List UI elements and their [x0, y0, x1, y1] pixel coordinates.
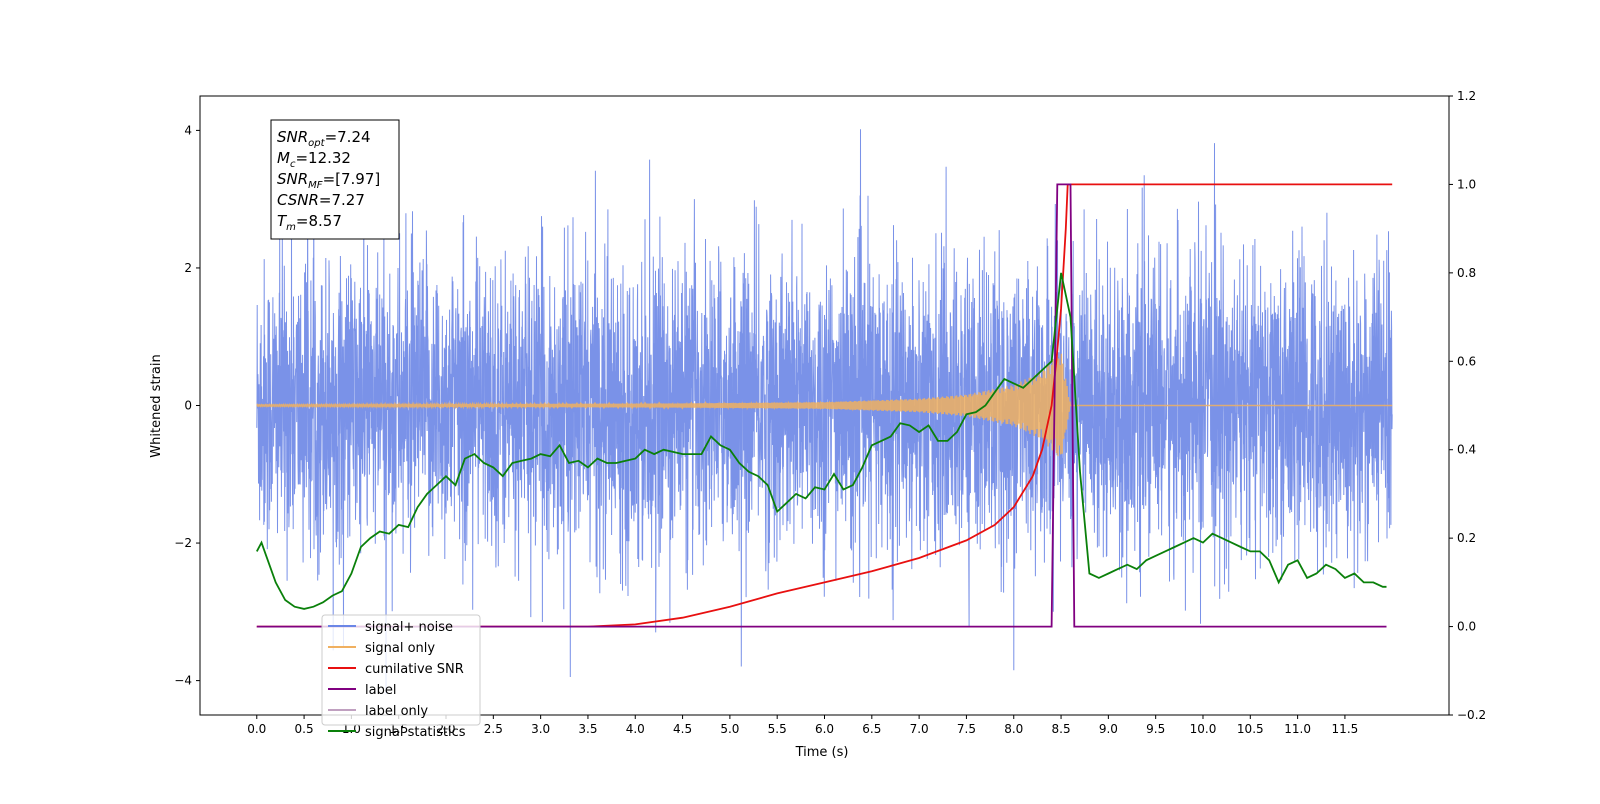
y-tick-label: 0: [184, 399, 192, 413]
y2-tick-label: 0.6: [1457, 354, 1476, 368]
y2-tick-label: 0.2: [1457, 531, 1476, 545]
x-tick-label: 10.5: [1237, 722, 1264, 736]
x-tick-label: 9.0: [1099, 722, 1118, 736]
y2-tick-label: 0.8: [1457, 266, 1476, 280]
y2-tick-label: 1.2: [1457, 89, 1476, 103]
y-tick-label: −4: [174, 674, 192, 688]
series-cumulative-snr-line: [256, 183, 1393, 628]
legend-entry: label: [365, 683, 396, 698]
x-tick-label: 11.5: [1332, 722, 1359, 736]
series-signal-only-line: [256, 353, 1393, 457]
x-tick-label: 4.0: [626, 722, 645, 736]
x-tick-label: 6.0: [815, 722, 834, 736]
y-axis-label: Whitened strain: [149, 354, 164, 457]
x-tick-label: 2.5: [484, 722, 503, 736]
x-tick-label: 0.5: [295, 722, 314, 736]
series-lines: [256, 183, 1393, 628]
stats-line: SNRMF=[7.97]: [277, 170, 380, 191]
y2-tick-label: 1.0: [1457, 177, 1476, 191]
y-tick-label: 4: [184, 123, 192, 137]
x-tick-label: 6.5: [862, 722, 881, 736]
y-tick-label: −2: [174, 536, 192, 550]
x-tick-label: 8.0: [1004, 722, 1023, 736]
legend-entry: cumilative SNR: [365, 662, 464, 677]
x-axis-label: Time (s): [795, 745, 849, 760]
series-label-line: [256, 183, 1387, 628]
stats-line: Tm=8.57: [277, 212, 342, 233]
stats-line: CSNR=7.27: [277, 191, 365, 209]
y2-tick-label: 0.4: [1457, 443, 1476, 457]
x-tick-label: 0.0: [247, 722, 266, 736]
x-axis-ticks: 0.0 0.5 1.0 1.5 2.0 2.5 3.0 3.5 4.0 4.5 5.0 5.5 6.0 6…: [247, 715, 1358, 736]
series-signal-statistics-line: [256, 272, 1387, 610]
stats-line: SNRopt=7.24: [277, 128, 371, 149]
x-tick-label: 8.5: [1052, 722, 1071, 736]
x-tick-label: 3.5: [578, 722, 597, 736]
stats-line: Mc=12.32: [277, 149, 351, 170]
series-signal-only: [256, 353, 1393, 457]
legend-entry: signal+ noise: [365, 620, 453, 635]
x-tick-label: 3.0: [531, 722, 550, 736]
y2-tick-label: −0.2: [1457, 708, 1486, 722]
x-tick-label: 10.0: [1190, 722, 1217, 736]
y2-axis-ticks: 1.2 1.0 0.8 0.6 0.4 0.2 0.0 −0.2: [1449, 89, 1486, 722]
y-axis-ticks: 4 2 0 −2 −4: [174, 123, 200, 688]
x-tick-label: 4.5: [673, 722, 692, 736]
x-tick-label: 7.5: [957, 722, 976, 736]
x-tick-label: 5.0: [720, 722, 739, 736]
legend-entry: signal statistics: [365, 725, 466, 740]
series-signal-noise-line: [256, 129, 1393, 695]
y2-tick-label: 0.0: [1457, 620, 1476, 634]
legend-entry: label only: [365, 704, 428, 719]
y-tick-label: 2: [184, 261, 192, 275]
x-tick-label: 7.0: [910, 722, 929, 736]
x-tick-label: 11.0: [1284, 722, 1311, 736]
x-tick-label: 5.5: [768, 722, 787, 736]
legend: signal+ noise signal only cumilative SNR la…: [321, 614, 481, 740]
legend-entry: signal only: [365, 641, 435, 656]
series-signal-noise: [256, 129, 1393, 695]
x-tick-label: 9.5: [1146, 722, 1165, 736]
stats-box: SNRopt=7.24Mc=12.32SNRMF=[7.97]CSNR=7.27…: [270, 119, 400, 240]
